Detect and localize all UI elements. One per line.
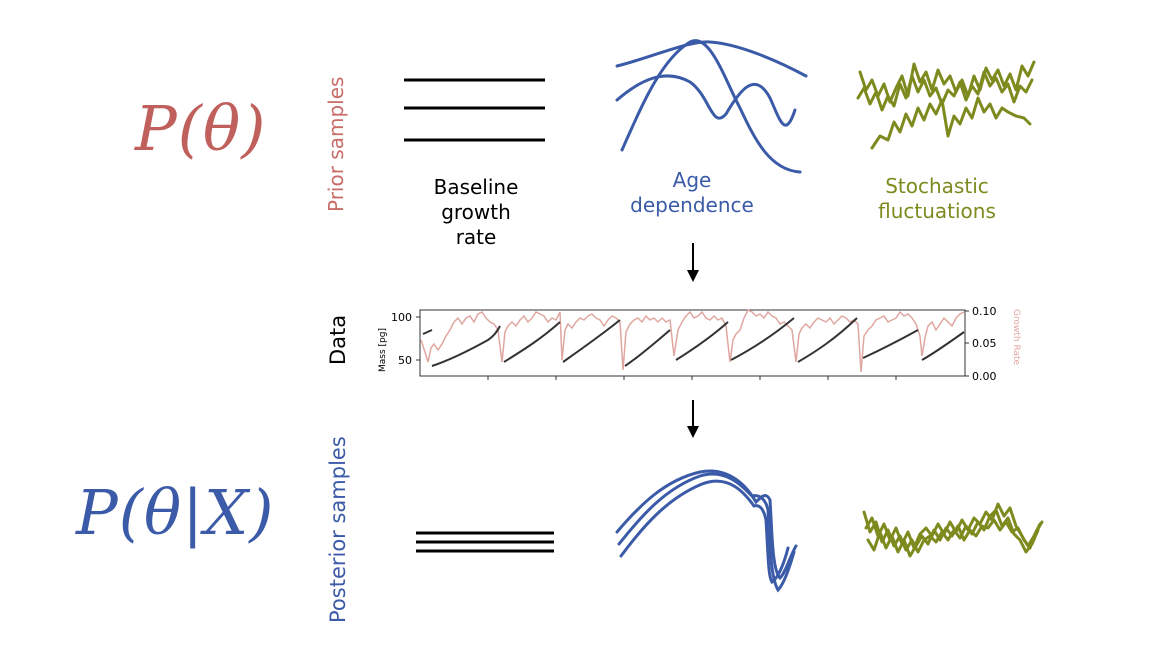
right-tick-005: 0.05 <box>972 337 997 350</box>
caption-baseline-line2: rate <box>455 225 497 249</box>
caption-age-line1: Age <box>672 168 712 192</box>
prior-formula: P(θ) <box>135 92 267 165</box>
caption-baseline: Baseline growth rate <box>396 175 556 250</box>
caption-stochastic-line2: fluctuations <box>878 199 996 223</box>
caption-baseline-line1: Baseline growth <box>433 175 519 224</box>
caption-stochastic: Stochastic fluctuations <box>857 174 1017 224</box>
right-tick-010: 0.10 <box>972 305 997 318</box>
left-axis-label: Mass [pg] <box>378 328 388 372</box>
left-tick-100: 100 <box>391 311 412 324</box>
right-tick-000: 0.00 <box>972 370 997 383</box>
left-tick-50: 50 <box>398 354 412 367</box>
caption-age-line2: dependence <box>630 193 754 217</box>
caption-stochastic-line1: Stochastic <box>885 174 989 198</box>
caption-age: Age dependence <box>612 168 772 218</box>
right-axis-label: Growth Rate <box>1011 309 1021 366</box>
posterior-formula: P(θ|X) <box>76 476 275 549</box>
